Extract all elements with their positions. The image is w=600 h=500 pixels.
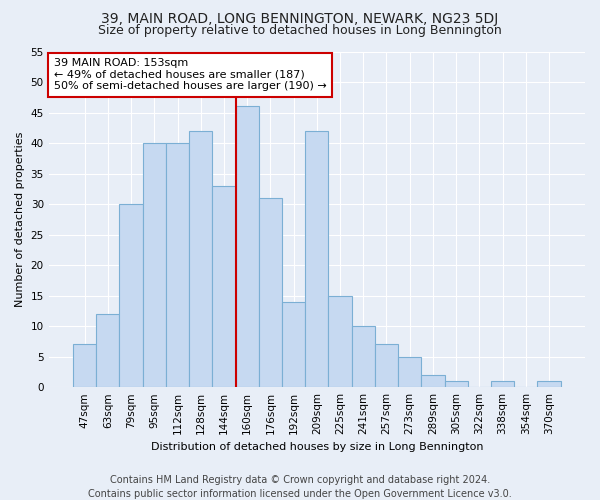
Y-axis label: Number of detached properties: Number of detached properties [15, 132, 25, 307]
Text: 39 MAIN ROAD: 153sqm
← 49% of detached houses are smaller (187)
50% of semi-deta: 39 MAIN ROAD: 153sqm ← 49% of detached h… [54, 58, 327, 92]
Bar [375, 344, 398, 387]
Bar [398, 356, 421, 387]
Bar [189, 131, 212, 387]
Bar [352, 326, 375, 387]
Text: 39, MAIN ROAD, LONG BENNINGTON, NEWARK, NG23 5DJ: 39, MAIN ROAD, LONG BENNINGTON, NEWARK, … [101, 12, 499, 26]
Bar [73, 344, 96, 387]
Bar [538, 381, 560, 387]
Bar [236, 106, 259, 387]
Bar [143, 143, 166, 387]
Bar [305, 131, 328, 387]
X-axis label: Distribution of detached houses by size in Long Bennington: Distribution of detached houses by size … [151, 442, 483, 452]
Bar [259, 198, 282, 387]
Bar [166, 143, 189, 387]
Text: Contains HM Land Registry data © Crown copyright and database right 2024.
Contai: Contains HM Land Registry data © Crown c… [88, 475, 512, 499]
Bar [96, 314, 119, 387]
Bar [445, 381, 468, 387]
Bar [328, 296, 352, 387]
Text: Size of property relative to detached houses in Long Bennington: Size of property relative to detached ho… [98, 24, 502, 37]
Bar [119, 204, 143, 387]
Bar [212, 186, 236, 387]
Bar [282, 302, 305, 387]
Bar [421, 375, 445, 387]
Bar [491, 381, 514, 387]
